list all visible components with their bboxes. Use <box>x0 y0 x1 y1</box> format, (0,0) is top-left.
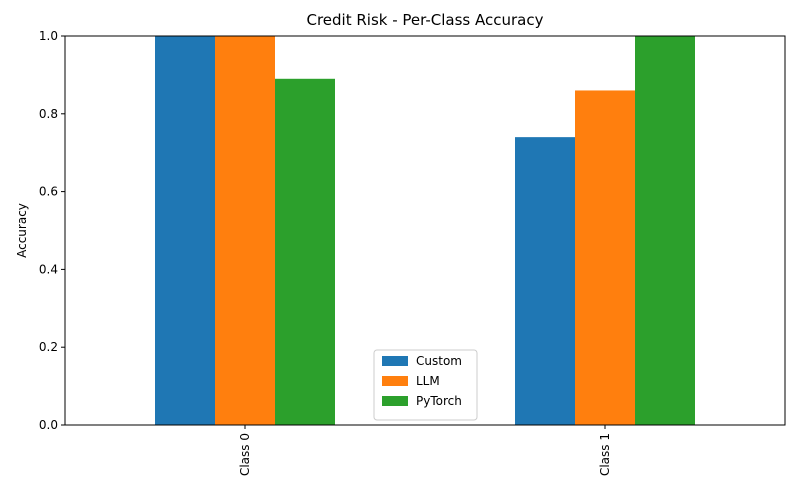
legend-swatch-custom <box>382 356 408 366</box>
bar-custom-class-1 <box>515 137 575 425</box>
bar-custom-class-0 <box>155 36 215 425</box>
bar-llm-class-0 <box>215 36 275 425</box>
x-axis: Class 0 Class 1 <box>238 425 612 476</box>
y-tick-label: 0.8 <box>39 107 58 121</box>
legend: Custom LLM PyTorch <box>373 349 478 421</box>
legend-label-pytorch: PyTorch <box>416 394 462 408</box>
y-tick-label: 0.0 <box>39 418 58 432</box>
bars-group <box>155 36 695 426</box>
bar-llm-class-1 <box>575 90 635 426</box>
y-axis: 0.0 0.2 0.4 0.6 0.8 1.0 <box>39 29 65 432</box>
bar-pytorch-class-0 <box>275 78 335 425</box>
y-tick-label: 1.0 <box>39 29 58 43</box>
x-tick-label: Class 1 <box>598 433 612 476</box>
y-tick-label: 0.6 <box>39 185 58 199</box>
x-tick-label: Class 0 <box>238 433 252 476</box>
chart-title: Credit Risk - Per-Class Accuracy <box>307 11 544 29</box>
bar-pytorch-class-1 <box>635 36 695 425</box>
legend-label-custom: Custom <box>416 354 462 368</box>
legend-swatch-llm <box>382 376 408 386</box>
plot-frame <box>64 35 786 426</box>
y-axis-label: Accuracy <box>15 203 29 258</box>
y-tick-label: 0.4 <box>39 262 58 276</box>
legend-swatch-pytorch <box>382 396 408 406</box>
legend-label-llm: LLM <box>416 374 440 388</box>
y-tick-label: 0.2 <box>39 340 58 354</box>
